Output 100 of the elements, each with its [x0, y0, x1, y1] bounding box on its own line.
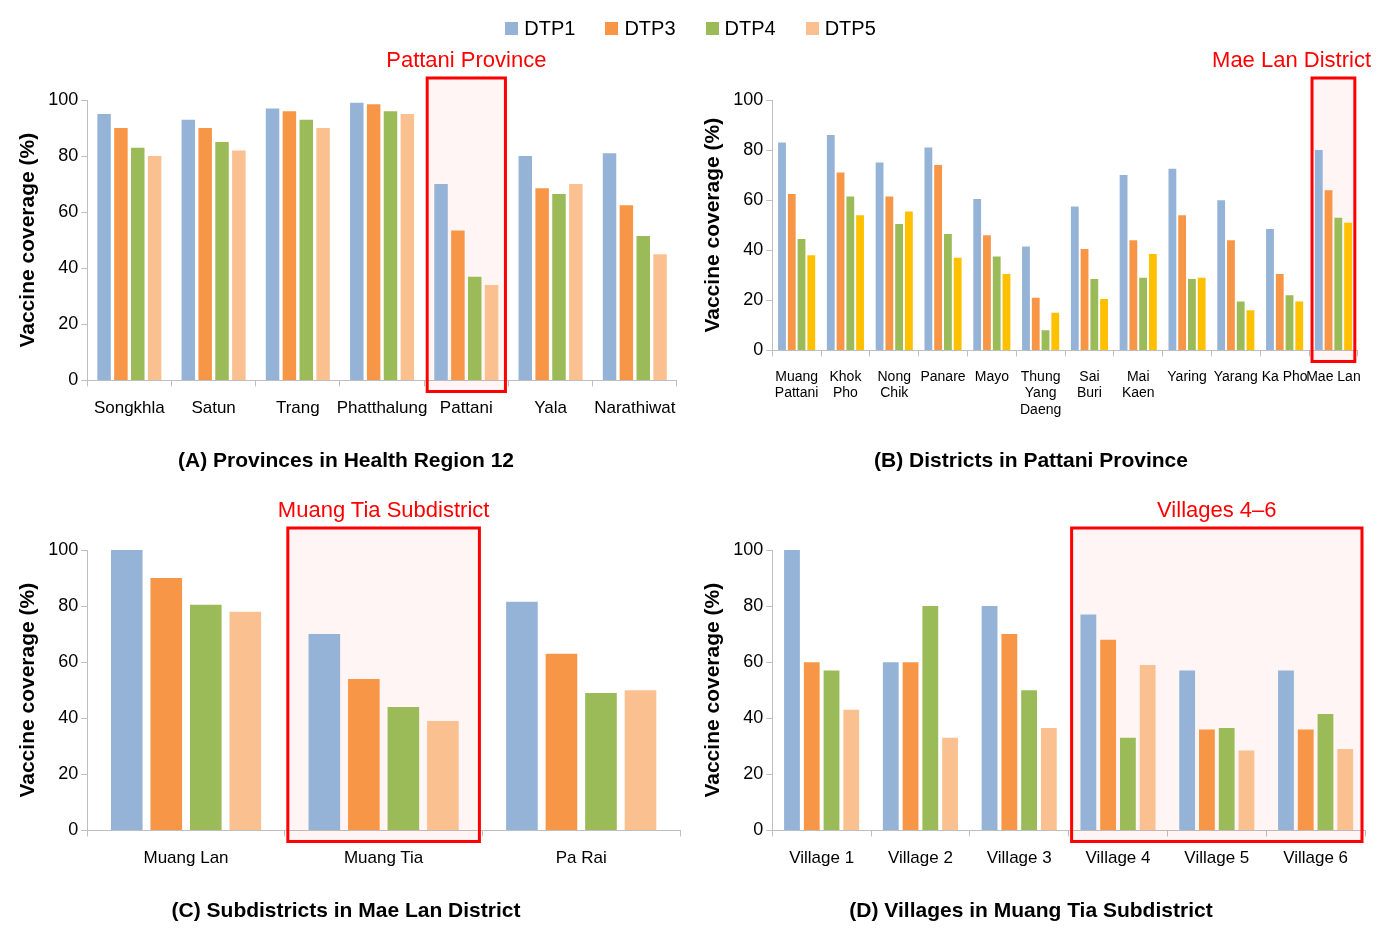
bar — [797, 238, 806, 350]
y-tick-label: 100 — [733, 538, 764, 559]
bar — [350, 102, 364, 380]
bar — [1266, 228, 1274, 350]
bar — [778, 142, 786, 350]
bar — [836, 172, 845, 350]
bar — [265, 108, 280, 380]
bar — [944, 233, 952, 350]
x-tick-label: Ka Pho — [1261, 367, 1308, 384]
y-tick-label: 0 — [68, 369, 79, 390]
bar — [198, 128, 212, 380]
bar — [1297, 729, 1314, 830]
bar — [110, 550, 143, 830]
bar — [1344, 222, 1352, 350]
legend-label: DTP4 — [724, 16, 776, 40]
bar — [846, 196, 855, 350]
x-tick-label: Village 4 — [1085, 848, 1151, 868]
bar — [787, 193, 796, 350]
y-tick-label: 20 — [58, 313, 79, 334]
bar — [1236, 301, 1245, 350]
bar — [316, 128, 330, 380]
bar — [506, 601, 538, 830]
bar — [882, 662, 899, 830]
x-tick-label: Sai Buri — [1076, 367, 1102, 401]
bar — [1217, 200, 1226, 350]
x-tick-label: Yarang — [1213, 367, 1258, 384]
bar — [875, 162, 884, 350]
bar — [427, 721, 459, 830]
bar — [1188, 279, 1196, 350]
y-tick-label: 0 — [753, 819, 764, 840]
bar — [653, 254, 667, 380]
x-tick-label: Yaring — [1167, 367, 1207, 384]
bar — [147, 156, 162, 380]
bar — [1197, 277, 1206, 350]
x-tick-label: Village 6 — [1283, 848, 1349, 868]
x-tick-label: Songkhla — [93, 398, 166, 418]
x-tick-label: Trang — [275, 398, 320, 418]
bar — [552, 193, 566, 380]
bar — [885, 196, 894, 350]
x-tick-label: Muang Tia — [343, 848, 424, 868]
text: (B) Districts in Pattani Province — [874, 448, 1188, 472]
bar — [1148, 254, 1157, 350]
text: (D) Villages in Muang Tia Subdistrict — [849, 898, 1213, 922]
y-tick-label: 40 — [58, 257, 79, 278]
y-tick-label: 100 — [733, 88, 764, 109]
bar — [1022, 246, 1030, 350]
bar — [784, 550, 800, 830]
bar — [902, 662, 919, 830]
y-axis-title: Vaccine coverage (%) — [700, 582, 724, 798]
bar — [569, 184, 583, 380]
band-label: Pattani Province — [386, 47, 547, 73]
bar — [451, 230, 465, 380]
legend-label: DTP3 — [624, 16, 676, 40]
bar — [1080, 248, 1089, 350]
bar — [1090, 279, 1099, 350]
bar — [189, 604, 222, 830]
bar — [282, 111, 297, 380]
x-tick-label: Village 5 — [1184, 848, 1250, 868]
bar — [1295, 301, 1304, 350]
bar — [1246, 310, 1255, 350]
bar — [518, 156, 533, 380]
bar — [1040, 728, 1057, 830]
band-label: Muang Tia Subdistrict — [277, 497, 490, 523]
y-tick-label: 40 — [58, 707, 79, 728]
x-tick-label: Mae Lan — [1306, 367, 1361, 384]
bar — [97, 114, 111, 380]
y-tick-label: 40 — [743, 239, 764, 260]
band-label: Mae Lan District — [1212, 47, 1372, 73]
bar — [942, 737, 958, 830]
bar — [856, 215, 864, 350]
bar — [1100, 299, 1108, 350]
bar — [1218, 728, 1235, 830]
bar — [484, 285, 499, 380]
y-tick-label: 20 — [743, 289, 764, 310]
bar — [1285, 295, 1294, 350]
x-tick-label: Panare — [920, 367, 966, 384]
y-tick-label: 80 — [58, 145, 79, 166]
bar — [983, 235, 991, 350]
bar — [1080, 614, 1097, 830]
bar — [807, 255, 816, 350]
bar — [1317, 714, 1334, 830]
y-tick-label: 0 — [753, 339, 764, 360]
x-tick-label: Pa Rai — [555, 848, 607, 868]
bar — [131, 147, 145, 380]
y-tick-label: 60 — [58, 201, 79, 222]
bar — [922, 606, 939, 830]
bar — [1278, 670, 1294, 830]
x-tick-label: Yala — [534, 398, 568, 418]
bar — [1031, 297, 1040, 350]
bar — [823, 670, 840, 830]
bar — [1070, 206, 1079, 350]
y-tick-label: 80 — [743, 595, 764, 616]
x-tick-label: Narathiwat — [594, 398, 676, 418]
y-axis-title: Vaccine coverage (%) — [15, 582, 39, 798]
x-tick-label: Mai Kaen — [1121, 367, 1155, 401]
bar — [1179, 670, 1196, 830]
bar — [895, 223, 904, 350]
bar — [1227, 240, 1235, 350]
x-tick-label: Phatthalung — [336, 398, 428, 418]
bar — [1168, 168, 1177, 350]
